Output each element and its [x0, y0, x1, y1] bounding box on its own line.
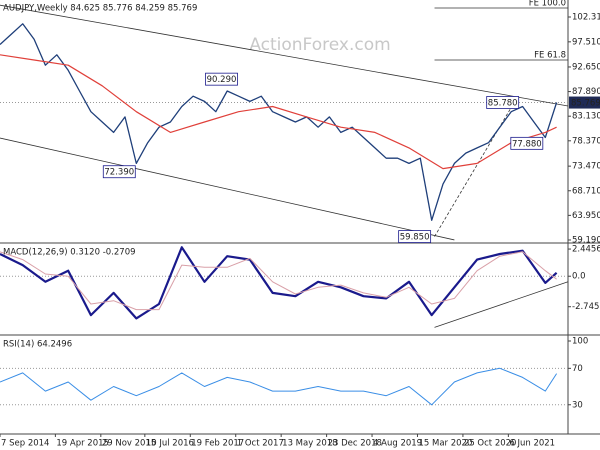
x-tick-label: 25 Oct 2020 [464, 439, 517, 449]
y-tick-label: 97.510 [572, 37, 600, 47]
annotation-box [205, 72, 238, 86]
x-tick-label: 1 Oct 2017 [237, 439, 284, 449]
panel-title: AUDJPY,Weekly 84.625 85.776 84.259 85.76… [3, 4, 197, 14]
y-tick-label: 83.130 [572, 112, 600, 122]
y-tick-label: 73.470 [572, 162, 600, 172]
y-tick-label: 2.4456 [572, 245, 600, 255]
annotation-box [486, 96, 520, 109]
series-line [0, 246, 558, 320]
panel-title: RSI(14) 64.2496 [3, 340, 72, 350]
annotation-label: 72.390 [104, 168, 134, 178]
x-tick-label: 29 Nov 2015 [102, 439, 156, 449]
x-tick-label: 4 Aug 2019 [373, 439, 422, 449]
fib-label: FE 61.8 [534, 50, 566, 60]
series-line [0, 54, 557, 170]
trend-line [0, 137, 455, 241]
last-price-label: 85.769 [571, 99, 600, 109]
y-tick-label: 59.190 [572, 235, 600, 245]
y-tick-label: 30 [572, 400, 583, 410]
x-tick-label: 10 Jul 2016 [146, 439, 194, 449]
annotation-box [510, 136, 544, 150]
series-line [0, 251, 557, 311]
y-tick-label: 63.950 [572, 211, 600, 221]
x-tick-label: 6 Jun 2021 [509, 439, 555, 449]
y-tick-label: 92.650 [572, 62, 600, 72]
x-tick-label: 13 May 2018 [282, 439, 337, 449]
trend-line [434, 100, 516, 237]
fib-label: FE 100.0 [529, 0, 566, 9]
annotation-box [398, 230, 432, 243]
annotation-label: 77.880 [512, 139, 542, 149]
y-tick-label: 102.310 [572, 13, 600, 23]
annotation-label: 90.290 [207, 75, 237, 85]
y-tick-label: 100 [572, 337, 588, 347]
x-tick-label: 23 Dec 2018 [328, 439, 382, 449]
annotation-label: 85.780 [488, 98, 518, 108]
annotation-box [102, 165, 136, 179]
watermark: ActionForex.com [249, 35, 390, 55]
panel-title: MACD(12,26,9) 0.3120 -0.2709 [3, 248, 136, 258]
y-tick-label: -2.7452 [572, 302, 600, 312]
x-tick-label: 19 Apr 2015 [56, 439, 109, 449]
series-line [0, 367, 558, 406]
trend-line [434, 281, 569, 328]
x-tick-label: 15 Mar 2020 [418, 439, 472, 449]
x-tick-label: 7 Sep 2014 [1, 439, 49, 449]
y-tick-label: 87.890 [572, 87, 600, 97]
x-tick-label: 19 Feb 2017 [191, 439, 244, 449]
y-tick-label: 0.0 [572, 272, 586, 282]
y-tick-label: 70 [572, 364, 583, 374]
trend-line [0, 4, 569, 107]
y-tick-label: 78.370 [572, 136, 600, 146]
last-price-box [569, 96, 600, 109]
series-line [0, 23, 558, 221]
annotation-label: 59.850 [400, 233, 430, 243]
y-tick-label: 68.710 [572, 186, 600, 196]
